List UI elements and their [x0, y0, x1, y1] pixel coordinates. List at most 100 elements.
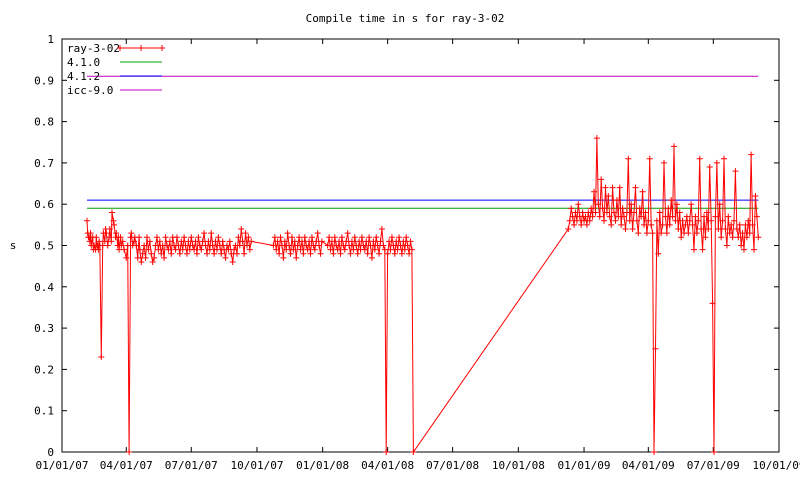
data-point	[203, 250, 210, 257]
data-point	[172, 246, 179, 253]
data-point	[396, 234, 403, 241]
data-point	[404, 242, 411, 249]
data-point	[686, 217, 693, 224]
data-point	[592, 209, 599, 216]
legend-label: ray-3-02	[67, 42, 120, 55]
data-point	[696, 155, 703, 162]
data-point	[216, 242, 223, 249]
data-point	[354, 250, 361, 257]
legend-marker	[159, 45, 165, 51]
data-point	[378, 225, 385, 232]
data-point	[338, 234, 345, 241]
data-point	[655, 250, 662, 257]
data-point	[318, 238, 325, 245]
y-tick-label: 0.5	[34, 240, 54, 253]
data-point	[136, 234, 143, 241]
data-point	[753, 213, 760, 220]
data-point	[288, 234, 295, 241]
x-tick-label: 01/01/09	[558, 459, 611, 472]
legend-marker	[138, 45, 144, 51]
data-point	[683, 213, 690, 220]
data-point	[145, 246, 152, 253]
data-point	[611, 209, 618, 216]
data-point	[283, 246, 290, 253]
data-point	[205, 238, 212, 245]
data-point	[110, 217, 117, 224]
data-point	[298, 238, 305, 245]
y-axis-label: s	[10, 239, 17, 252]
data-point	[183, 250, 190, 257]
data-point	[134, 254, 141, 261]
data-point	[722, 225, 729, 232]
data-point	[661, 159, 668, 166]
data-point	[361, 246, 368, 253]
data-point	[336, 238, 343, 245]
data-point	[108, 209, 115, 216]
axes: 0 0.1 0.2 0.3 0.4 0.5 0.6 0.7 0.8 0.9 1 01/01/07 04/…	[34, 33, 800, 472]
data-point	[708, 217, 715, 224]
y-tick-label: 0.9	[34, 74, 54, 87]
data-point	[665, 205, 672, 212]
data-point	[103, 230, 110, 237]
data-point	[709, 300, 716, 307]
data-point	[334, 246, 341, 253]
data-point	[568, 205, 575, 212]
data-point	[669, 213, 676, 220]
data-point	[397, 242, 404, 249]
data-point	[333, 242, 340, 249]
data-point	[356, 238, 363, 245]
data-point	[387, 246, 394, 253]
data-point	[106, 225, 113, 232]
data-point	[619, 205, 626, 212]
data-point	[343, 238, 350, 245]
data-point	[381, 246, 388, 253]
data-point	[236, 242, 243, 249]
data-point	[308, 234, 315, 241]
data-point	[376, 250, 383, 257]
data-point	[712, 213, 719, 220]
data-point	[605, 192, 612, 199]
data-point	[394, 246, 401, 253]
data-point	[193, 250, 200, 257]
data-point	[571, 221, 578, 228]
legend-label: 4.1.0	[67, 56, 100, 69]
data-point	[284, 230, 291, 237]
data-point	[626, 217, 633, 224]
data-point	[653, 217, 660, 224]
data-point	[721, 155, 728, 162]
data-point	[243, 242, 250, 249]
data-point	[668, 197, 675, 204]
data-point	[364, 250, 371, 257]
data-point	[173, 234, 180, 241]
data-point	[699, 246, 706, 253]
data-point	[326, 234, 333, 241]
data-point	[294, 242, 301, 249]
data-point	[601, 217, 608, 224]
data-point	[209, 242, 216, 249]
data-point	[698, 225, 705, 232]
data-point	[585, 209, 592, 216]
data-point	[287, 250, 294, 257]
x-tick-label: 04/01/07	[100, 459, 153, 472]
data-point	[229, 259, 236, 266]
data-point	[245, 234, 252, 241]
data-point	[276, 250, 283, 257]
data-point	[621, 213, 628, 220]
data-point	[729, 234, 736, 241]
data-point	[346, 242, 353, 249]
data-point	[176, 250, 183, 257]
data-point	[281, 238, 288, 245]
data-point	[225, 246, 232, 253]
data-point	[656, 209, 663, 216]
data-point	[307, 250, 314, 257]
data-point	[572, 209, 579, 216]
data-point	[658, 230, 665, 237]
data-point	[629, 225, 636, 232]
data-point	[719, 217, 726, 224]
data-point	[141, 242, 148, 249]
data-point	[741, 246, 748, 253]
data-point	[195, 234, 202, 241]
data-point	[327, 246, 334, 253]
data-point	[693, 230, 700, 237]
